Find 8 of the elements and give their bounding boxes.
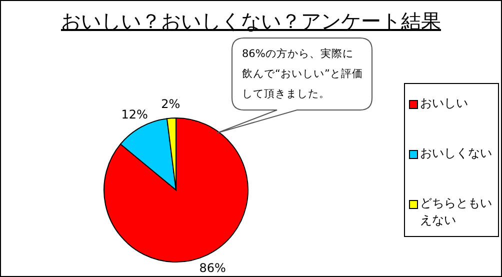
data-label: 2% bbox=[161, 97, 180, 112]
chart-title: おいしい？おいしくない？アンケート結果 bbox=[60, 8, 442, 35]
legend-label: おいしくない bbox=[420, 145, 493, 162]
data-label: 12% bbox=[121, 108, 148, 122]
text: 86%の方から、実際に飲んで“おいしい”と評価して頂きました。 bbox=[242, 47, 364, 102]
data-label: 86% bbox=[199, 260, 226, 275]
legend-label: どちらともいえない bbox=[420, 195, 493, 229]
legend-label: おいしい bbox=[420, 95, 469, 112]
